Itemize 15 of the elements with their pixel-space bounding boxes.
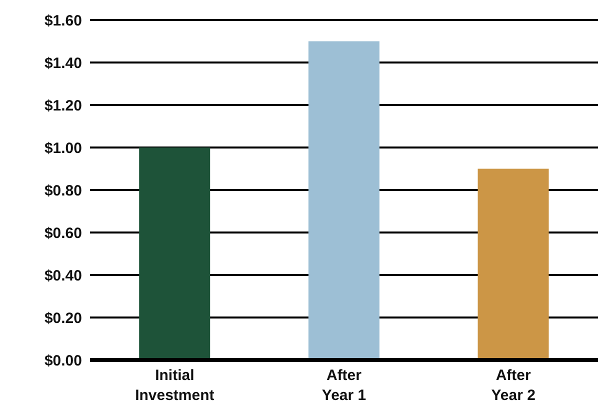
y-tick-label: $0.80 bbox=[44, 182, 82, 200]
y-tick-label: $0.60 bbox=[44, 224, 82, 242]
x-tick-label: After Year 2 bbox=[491, 367, 536, 404]
y-tick-label: $1.00 bbox=[44, 140, 82, 157]
x-tick-label: After Year 1 bbox=[322, 367, 366, 404]
bar bbox=[478, 168, 549, 360]
bar bbox=[308, 41, 380, 360]
bar bbox=[139, 148, 210, 360]
y-tick-label: $1.20 bbox=[44, 97, 82, 114]
x-tick-label: Initial Investment bbox=[135, 367, 214, 404]
y-tick-label: $0.20 bbox=[44, 310, 82, 327]
y-tick-label: $1.40 bbox=[44, 54, 82, 72]
y-tick-label: $0.00 bbox=[44, 352, 82, 370]
y-tick-label: $1.60 bbox=[44, 12, 82, 30]
y-tick-label: $0.40 bbox=[44, 267, 82, 284]
